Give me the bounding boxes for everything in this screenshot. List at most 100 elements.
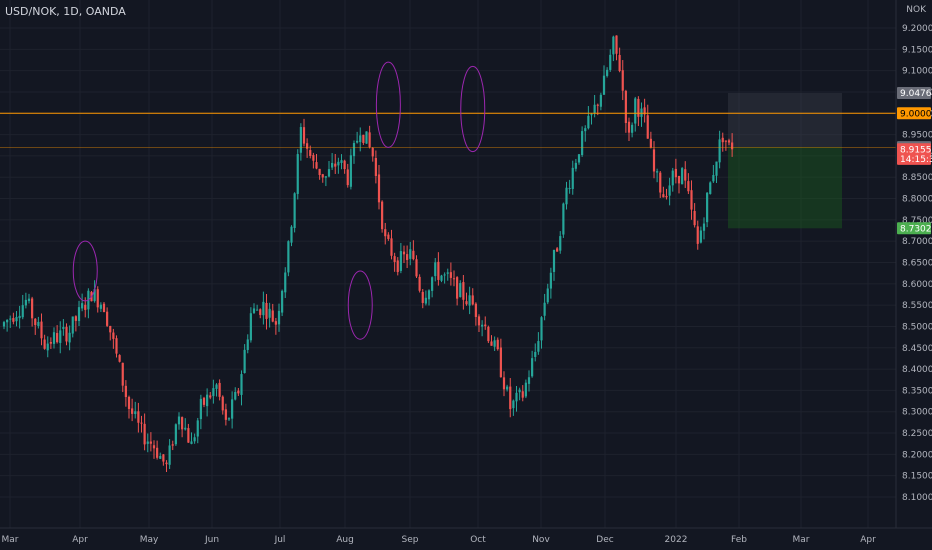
candle-body <box>352 143 356 157</box>
candle-body <box>681 168 684 185</box>
circle-annotation <box>460 65 486 153</box>
candle-body <box>331 162 334 168</box>
candle-body <box>412 250 415 260</box>
candle-body <box>684 169 687 181</box>
circled-highs <box>72 61 486 340</box>
price-tick-label: 8.80000 <box>902 195 932 205</box>
candle-body <box>265 302 268 319</box>
candle-body <box>40 321 43 339</box>
candle-body <box>240 374 243 395</box>
candle-body <box>259 309 262 315</box>
candle-body <box>109 325 112 333</box>
candle-body <box>624 90 627 123</box>
candle-body <box>212 388 215 397</box>
candle-body <box>171 444 174 446</box>
time-tick-label: Apr <box>72 535 88 545</box>
candle-body <box>606 69 609 76</box>
candle-body <box>243 349 246 373</box>
candle-body <box>209 395 212 398</box>
price-tick-label: 8.20000 <box>902 450 932 460</box>
candle-body <box>368 132 371 148</box>
candle-body <box>571 167 574 189</box>
candle-body <box>271 310 274 322</box>
time-tick-label: May <box>140 535 159 545</box>
circle-annotation <box>347 270 373 340</box>
candle-body <box>262 301 265 316</box>
candle-body <box>502 377 506 390</box>
time-tick-label: Dec <box>596 535 613 545</box>
price-tick-label: 8.70000 <box>902 237 932 247</box>
candle-body <box>337 161 340 166</box>
currency-label: NOK <box>906 5 927 15</box>
candle-body <box>487 326 490 342</box>
time-tick-label: 2022 <box>665 535 688 545</box>
candle-body <box>12 318 15 322</box>
horizontal-levels[interactable] <box>0 112 896 148</box>
candle-body <box>190 441 193 444</box>
candle-body <box>131 408 134 414</box>
circle-annotation <box>72 240 98 302</box>
candle-body <box>415 259 418 277</box>
candle-body <box>418 276 421 291</box>
candle-body <box>127 396 131 409</box>
candle-body <box>518 389 521 393</box>
candle-body <box>199 398 202 420</box>
candle-body <box>96 289 99 308</box>
candle-body <box>284 272 287 293</box>
candle-body <box>374 158 377 177</box>
grid <box>0 0 896 528</box>
candle-body <box>637 98 640 117</box>
price-tick-label: 9.10000 <box>902 67 932 77</box>
candle-body <box>37 321 40 326</box>
candle-body <box>6 319 9 323</box>
candle-body <box>118 355 121 362</box>
price-tag-label: 8.73020 <box>900 224 932 234</box>
candle-body <box>659 172 662 193</box>
time-tick-label: Oct <box>470 535 486 545</box>
candle-body <box>668 185 671 196</box>
candle-body <box>477 316 481 326</box>
candle-body <box>465 301 468 305</box>
candle-body <box>537 341 540 352</box>
candle-body <box>677 176 681 184</box>
candle-body <box>371 148 374 157</box>
price-tick-label: 9.15000 <box>902 45 932 55</box>
price-tick-label: 8.65000 <box>902 259 932 269</box>
candle-body <box>471 295 474 305</box>
price-tick-label: 8.30000 <box>902 408 932 418</box>
price-tick-label: 8.10000 <box>902 493 932 503</box>
candle-body <box>552 249 556 272</box>
candle-body <box>559 236 562 251</box>
price-tick-label: 8.35000 <box>902 386 932 396</box>
candle-body <box>581 131 584 156</box>
candle-body <box>618 55 621 72</box>
candle-body <box>231 399 234 419</box>
candle-body <box>187 428 190 443</box>
candle-body <box>59 330 62 343</box>
candle-body <box>615 35 618 54</box>
candle-body <box>196 420 199 437</box>
candle-body <box>484 324 487 327</box>
candle-body <box>449 272 452 278</box>
candle-body <box>281 290 284 313</box>
candle-body <box>568 188 571 190</box>
price-tick-label: 8.25000 <box>902 429 932 439</box>
price-tick-label: 8.95000 <box>902 131 932 141</box>
candle-body <box>21 305 24 318</box>
price-tag-label: 14:15:33 <box>900 155 932 165</box>
candle-body <box>134 411 137 415</box>
candle-body <box>246 339 249 350</box>
candle-body <box>587 115 590 129</box>
time-axis[interactable]: Mar Apr May Jun Jul Aug Sep Oct Nov Dec 2022 Feb Mar… <box>2 535 877 545</box>
candle-body <box>462 282 465 300</box>
candle-body <box>565 187 568 205</box>
price-tags: 9.047609.000008.920698.9155114:15:338.73… <box>897 86 932 235</box>
candle-body <box>665 196 668 198</box>
time-tick-label: Aug <box>336 535 354 545</box>
candle-body <box>224 409 227 420</box>
candle-body <box>574 162 577 169</box>
candle-body <box>649 138 652 148</box>
candle-body <box>268 308 271 318</box>
candle-body <box>631 124 634 133</box>
